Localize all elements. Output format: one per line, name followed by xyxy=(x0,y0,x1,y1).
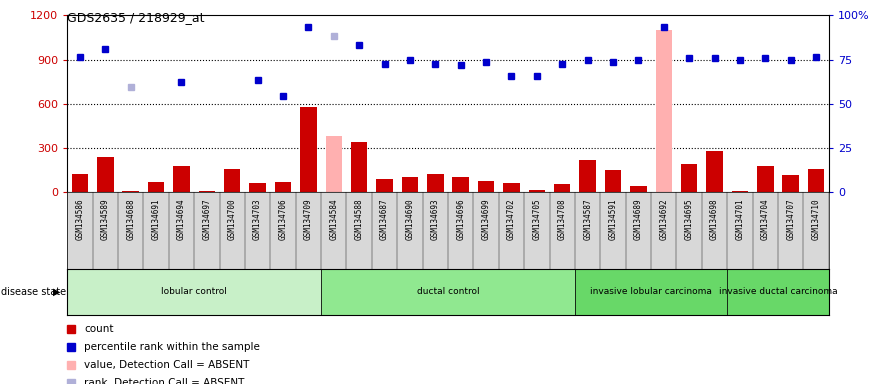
Text: GSM134689: GSM134689 xyxy=(633,198,643,240)
Text: disease state: disease state xyxy=(1,287,66,297)
Bar xyxy=(401,177,418,192)
Text: GSM134707: GSM134707 xyxy=(786,198,796,240)
Text: GSM134704: GSM134704 xyxy=(761,198,770,240)
Text: GSM134706: GSM134706 xyxy=(279,198,288,240)
Text: ▶: ▶ xyxy=(53,287,60,297)
Bar xyxy=(427,174,444,192)
Bar xyxy=(478,181,495,192)
Bar xyxy=(173,166,190,192)
Bar xyxy=(351,142,367,192)
Bar xyxy=(321,269,575,315)
Text: GSM134687: GSM134687 xyxy=(380,198,389,240)
Bar xyxy=(504,183,520,192)
Bar xyxy=(224,169,240,192)
Text: invasive ductal carcinoma: invasive ductal carcinoma xyxy=(719,287,838,296)
Bar xyxy=(123,190,139,192)
Text: GSM134710: GSM134710 xyxy=(812,198,821,240)
Text: percentile rank within the sample: percentile rank within the sample xyxy=(84,342,260,352)
Bar xyxy=(148,182,164,192)
Bar xyxy=(808,169,824,192)
Text: count: count xyxy=(84,323,114,334)
Bar xyxy=(529,190,545,192)
Bar xyxy=(97,157,114,192)
Text: GSM134699: GSM134699 xyxy=(481,198,491,240)
Text: GSM134702: GSM134702 xyxy=(507,198,516,240)
Text: GSM134694: GSM134694 xyxy=(177,198,186,240)
Bar xyxy=(575,269,728,315)
Bar xyxy=(275,182,291,192)
Text: ductal control: ductal control xyxy=(417,287,479,296)
Text: GSM134591: GSM134591 xyxy=(608,198,617,240)
Bar xyxy=(782,175,799,192)
Text: GSM134695: GSM134695 xyxy=(685,198,694,240)
Text: GSM134688: GSM134688 xyxy=(126,198,135,240)
Text: GSM134587: GSM134587 xyxy=(583,198,592,240)
Bar xyxy=(72,174,88,192)
Bar xyxy=(605,170,621,192)
Text: GSM134705: GSM134705 xyxy=(532,198,541,240)
Text: invasive lobular carcinoma: invasive lobular carcinoma xyxy=(590,287,712,296)
Text: GDS2635 / 218929_at: GDS2635 / 218929_at xyxy=(67,12,204,25)
Bar xyxy=(300,108,316,192)
Text: GSM134709: GSM134709 xyxy=(304,198,313,240)
Text: GSM134692: GSM134692 xyxy=(659,198,668,240)
Bar xyxy=(728,269,829,315)
Bar xyxy=(732,190,748,192)
Bar xyxy=(757,166,773,192)
Bar xyxy=(706,151,723,192)
Bar xyxy=(630,186,647,192)
Text: GSM134693: GSM134693 xyxy=(431,198,440,240)
Text: GSM134697: GSM134697 xyxy=(202,198,211,240)
Bar xyxy=(67,269,321,315)
Bar xyxy=(580,160,596,192)
Bar xyxy=(325,136,342,192)
Text: GSM134691: GSM134691 xyxy=(151,198,160,240)
Bar xyxy=(249,183,266,192)
Text: GSM134589: GSM134589 xyxy=(100,198,110,240)
Text: value, Detection Call = ABSENT: value, Detection Call = ABSENT xyxy=(84,360,249,370)
Text: GSM134586: GSM134586 xyxy=(75,198,84,240)
Text: GSM134703: GSM134703 xyxy=(253,198,263,240)
Bar xyxy=(452,177,469,192)
Text: GSM134588: GSM134588 xyxy=(355,198,364,240)
Bar xyxy=(656,30,672,192)
Bar xyxy=(376,179,392,192)
Bar xyxy=(681,164,697,192)
Text: GSM134708: GSM134708 xyxy=(557,198,567,240)
Bar xyxy=(199,190,215,192)
Text: GSM134584: GSM134584 xyxy=(329,198,339,240)
Text: GSM134690: GSM134690 xyxy=(405,198,415,240)
Text: GSM134701: GSM134701 xyxy=(736,198,745,240)
Text: GSM134698: GSM134698 xyxy=(710,198,719,240)
Text: GSM134696: GSM134696 xyxy=(456,198,465,240)
Text: GSM134700: GSM134700 xyxy=(228,198,237,240)
Text: lobular control: lobular control xyxy=(161,287,227,296)
Bar xyxy=(554,184,571,192)
Text: rank, Detection Call = ABSENT: rank, Detection Call = ABSENT xyxy=(84,378,245,384)
